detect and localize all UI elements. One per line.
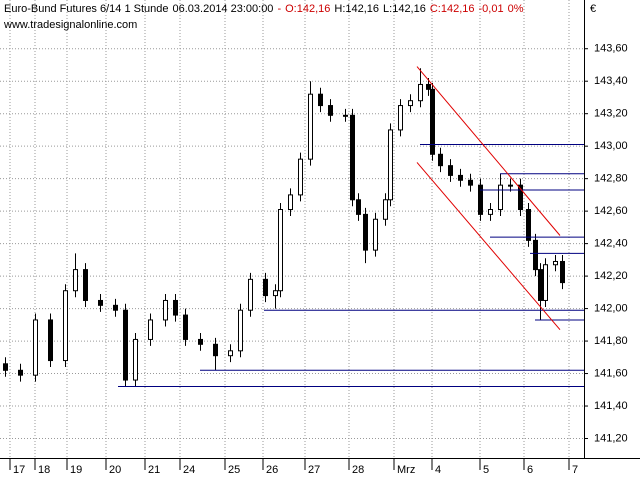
- x-tick-label: 27: [308, 464, 320, 476]
- header-part: 0%: [508, 3, 524, 15]
- x-tick-label: 21: [148, 464, 160, 476]
- candle-body: [63, 290, 68, 362]
- candle-body: [458, 174, 463, 181]
- header-part: C:142,16: [430, 3, 475, 15]
- candle-body: [533, 239, 538, 271]
- x-tick-label: 17: [13, 464, 25, 476]
- header-part: O:142,16: [285, 3, 330, 15]
- candle-body: [398, 105, 403, 131]
- header-part: H:142,16: [334, 3, 379, 15]
- candle-body: [526, 209, 531, 241]
- x-tick-label: 6: [527, 464, 533, 476]
- y-tick-label: 143,60: [594, 43, 628, 55]
- candle-body: [468, 179, 473, 186]
- candle-body: [538, 269, 543, 301]
- y-tick-label: 141,20: [594, 432, 628, 444]
- candle-body: [198, 338, 203, 345]
- y-tick-label: 143,00: [594, 140, 628, 152]
- candle-body: [318, 93, 323, 107]
- y-tick-label: 143,40: [594, 75, 628, 87]
- candle-body: [298, 158, 303, 196]
- candle-body: [438, 153, 443, 167]
- x-tick-label: 19: [70, 464, 82, 476]
- candle-body: [213, 343, 218, 357]
- candle-body: [113, 304, 118, 311]
- header-part: -: [277, 3, 281, 15]
- candle-body: [173, 299, 178, 316]
- x-tick-label: 28: [352, 464, 364, 476]
- header-part: -0,01: [479, 3, 504, 15]
- watermark: www.tradesignalonline.com: [3, 19, 137, 31]
- candle-body: [408, 100, 413, 107]
- trend-line: [416, 162, 561, 331]
- chart-header: Euro-Bund Futures 6/14 1 Stunde 06.03.201…: [4, 3, 524, 15]
- y-tick-label: 142,80: [594, 173, 628, 185]
- candle-body: [488, 209, 493, 215]
- candle-body: [560, 260, 565, 284]
- x-tick-label: 5: [483, 464, 489, 476]
- x-tick-label: Mrz: [397, 464, 415, 476]
- candle-body: [448, 165, 453, 176]
- candle-body: [228, 350, 233, 357]
- x-tick-label: 7: [572, 464, 578, 476]
- x-tick-label: 24: [183, 464, 195, 476]
- x-tick-label: 18: [38, 464, 50, 476]
- candle-body: [430, 88, 435, 155]
- header-part: 06.03.2014 23:00:00: [173, 3, 274, 15]
- candle-body: [123, 309, 128, 381]
- candle-body: [328, 105, 333, 116]
- candle-body: [83, 269, 88, 301]
- candle-body: [183, 314, 188, 340]
- candle-body: [498, 184, 503, 211]
- header-part: Euro-Bund Futures 6/14 1 Stunde: [4, 3, 169, 15]
- candle-body: [478, 184, 483, 215]
- candle-body: [73, 269, 78, 292]
- candle-body: [363, 213, 368, 251]
- candle-body: [98, 299, 103, 306]
- candle-body: [148, 319, 153, 340]
- candle-body: [426, 83, 431, 90]
- candle-body: [48, 319, 53, 362]
- candle-body: [18, 369, 23, 376]
- y-tick-label: 142,60: [594, 205, 628, 217]
- candle-body: [288, 194, 293, 211]
- y-tick-label: 141,60: [594, 367, 628, 379]
- candle-body: [3, 363, 8, 371]
- candle-body: [308, 93, 313, 160]
- candle-body: [418, 83, 423, 102]
- y-tick-label: 142,00: [594, 302, 628, 314]
- candle-body: [133, 338, 138, 381]
- candle-body: [263, 278, 268, 297]
- x-tick-label: 25: [228, 464, 240, 476]
- candle-body: [508, 184, 513, 187]
- candle-body: [356, 199, 361, 215]
- x-tick-label: 26: [266, 464, 278, 476]
- candle-body: [273, 290, 278, 297]
- candle-body: [350, 114, 355, 201]
- trend-line: [416, 66, 561, 236]
- y-tick-label: 141,40: [594, 400, 628, 412]
- candle-body: [248, 278, 253, 311]
- candle-body: [543, 264, 548, 301]
- candle-body: [388, 129, 393, 201]
- x-tick-label: 4: [435, 464, 441, 476]
- candle-body: [33, 319, 38, 376]
- candle-body: [278, 209, 283, 292]
- y-tick-label: 142,20: [594, 270, 628, 282]
- candle-body: [343, 114, 348, 117]
- candle-body: [163, 299, 168, 321]
- candle-body: [383, 199, 388, 220]
- y-tick-label: 141,80: [594, 335, 628, 347]
- currency: €: [590, 3, 596, 15]
- header-part: L:142,16: [383, 3, 426, 15]
- candle-body: [518, 184, 523, 211]
- candle-body: [238, 309, 243, 352]
- candle-body: [553, 260, 558, 266]
- y-tick-label: 142,40: [594, 238, 628, 250]
- y-tick-label: 143,20: [594, 108, 628, 120]
- x-tick-label: 20: [109, 464, 121, 476]
- candle-body: [373, 218, 378, 251]
